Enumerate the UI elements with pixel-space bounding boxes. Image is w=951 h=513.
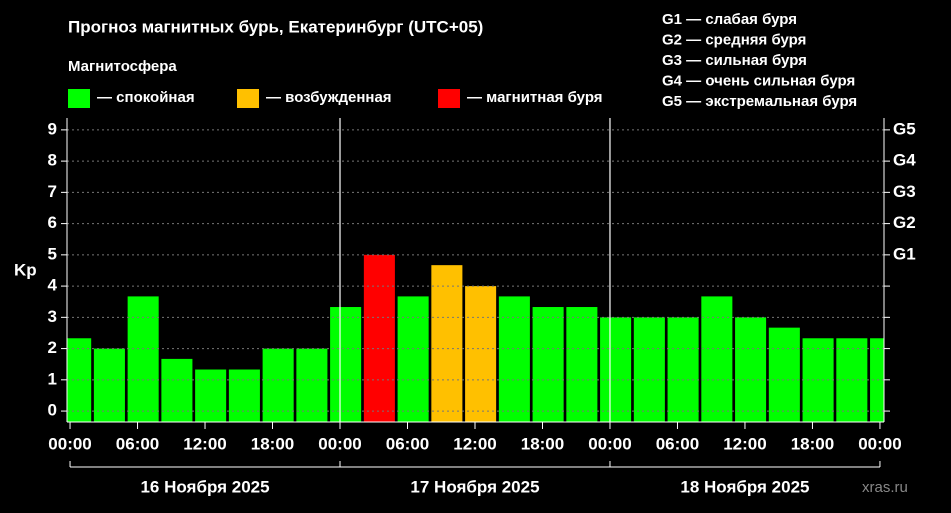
x-tick-label: 18:00: [791, 434, 834, 453]
chart-title: Прогноз магнитных бурь, Екатеринбург (UT…: [68, 17, 483, 36]
bar: [768, 327, 800, 422]
bar: [262, 348, 294, 422]
y-tick-label: 5: [48, 244, 57, 263]
bar: [330, 307, 362, 422]
y-axis-label: Kp: [14, 260, 37, 279]
x-tick-label: 18:00: [251, 434, 294, 453]
legend-swatch: [237, 89, 259, 108]
x-tick-label: 12:00: [453, 434, 496, 453]
bar: [397, 296, 429, 422]
bar: [532, 307, 564, 422]
y2-tick-label: G4: [893, 151, 916, 170]
y2-tick-label: G3: [893, 182, 916, 201]
bar: [498, 296, 530, 422]
legend-label: — спокойная: [97, 89, 195, 106]
x-tick-label: 00:00: [858, 434, 901, 453]
y-tick-label: 4: [48, 276, 58, 295]
bar: [600, 317, 632, 422]
day-label: 18 Ноября 2025: [680, 477, 809, 496]
bar: [667, 317, 699, 422]
day-label: 16 Ноября 2025: [140, 477, 269, 496]
bar: [93, 348, 125, 422]
bar: [735, 317, 767, 422]
y-tick-label: 2: [48, 338, 57, 357]
legend-swatch: [68, 89, 90, 108]
legend-label: — возбужденная: [266, 89, 392, 106]
bar: [127, 296, 159, 422]
x-tick-label: 00:00: [588, 434, 631, 453]
y-tick-label: 9: [48, 119, 57, 138]
legend-title: Магнитосфера: [68, 58, 177, 75]
bar: [431, 265, 463, 422]
g-scale-entry: G5 — экстремальная буря: [662, 93, 857, 110]
g-scale-entry: G2 — средняя буря: [662, 31, 806, 48]
y2-tick-label: G5: [893, 119, 916, 138]
x-tick-label: 06:00: [386, 434, 429, 453]
g-scale-entry: G1 — слабая буря: [662, 11, 797, 28]
x-tick-label: 06:00: [116, 434, 159, 453]
bar: [296, 348, 328, 422]
bar: [633, 317, 665, 422]
x-tick-label: 00:00: [318, 434, 361, 453]
watermark: xras.ru: [862, 479, 908, 496]
bar: [465, 286, 497, 422]
x-tick-label: 12:00: [723, 434, 766, 453]
y-tick-label: 6: [48, 213, 57, 232]
y-tick-label: 0: [48, 401, 57, 420]
y2-tick-label: G1: [893, 244, 916, 263]
g-scale-entry: G4 — очень сильная буря: [662, 72, 855, 89]
bar: [701, 296, 733, 422]
bar: [566, 307, 598, 422]
legend-swatch: [438, 89, 460, 108]
x-tick-label: 06:00: [656, 434, 699, 453]
y-tick-label: 7: [48, 182, 57, 201]
y2-tick-label: G2: [893, 213, 916, 232]
g-scale-entry: G3 — сильная буря: [662, 52, 807, 69]
day-label: 17 Ноября 2025: [410, 477, 539, 496]
bar: [228, 369, 260, 422]
x-tick-label: 00:00: [48, 434, 91, 453]
bar: [195, 369, 227, 422]
x-tick-label: 12:00: [183, 434, 226, 453]
y-tick-label: 1: [48, 369, 57, 388]
bar: [363, 254, 395, 422]
bars: [67, 254, 884, 422]
bar: [161, 358, 193, 422]
y-tick-label: 3: [48, 307, 57, 326]
y-tick-label: 8: [48, 151, 57, 170]
legend-label: — магнитная буря: [467, 89, 603, 106]
x-tick-label: 18:00: [521, 434, 564, 453]
